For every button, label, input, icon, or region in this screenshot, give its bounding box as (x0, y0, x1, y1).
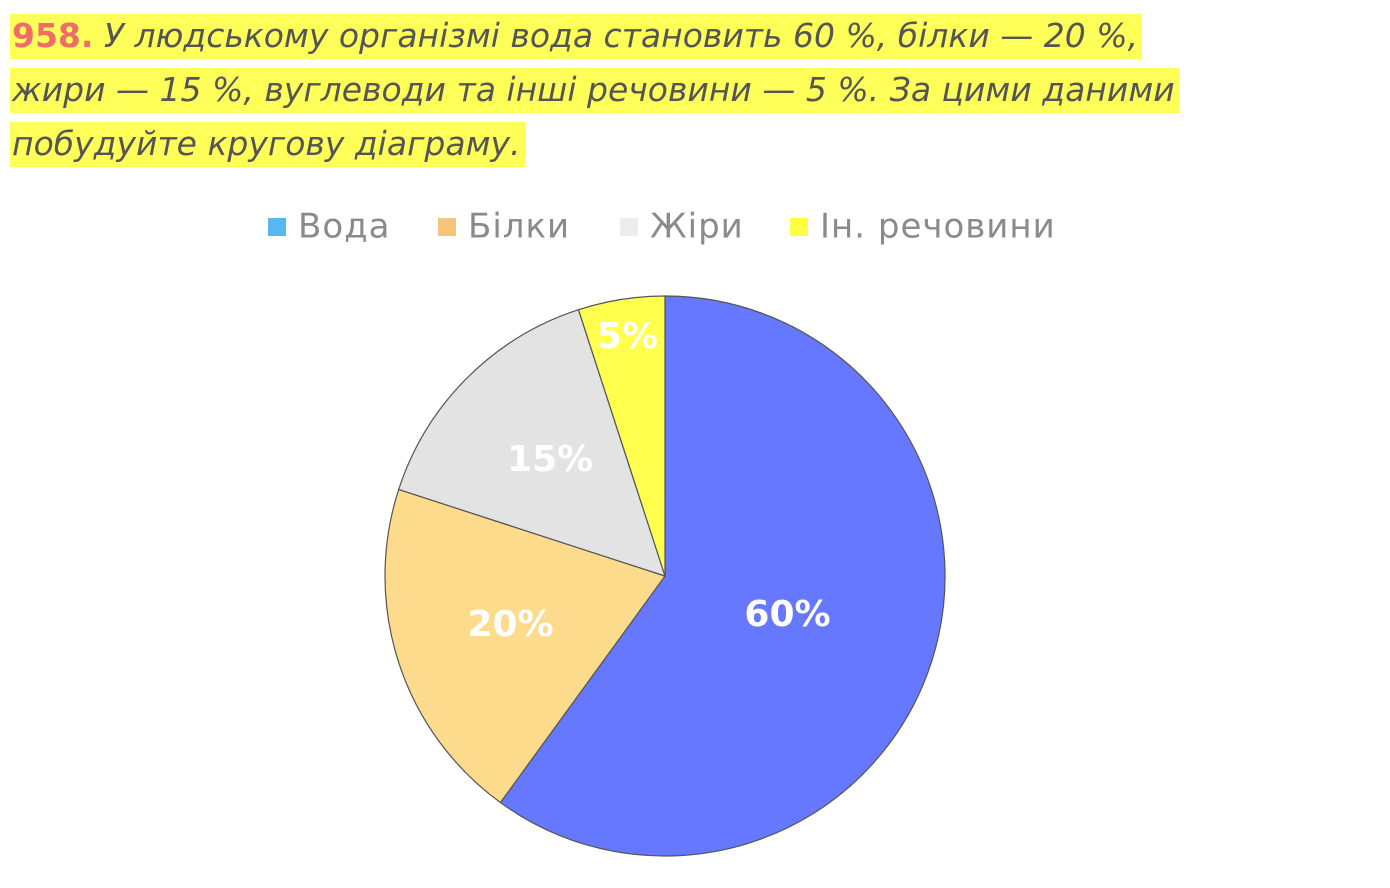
pie-slice (577, 295, 666, 577)
highlight: 958. У людському організмі вода становит… (10, 14, 1143, 59)
problem-number: 958. (12, 16, 94, 55)
data-label: 60% (744, 594, 830, 635)
data-label: 20% (467, 604, 553, 645)
legend-label: Вода (298, 207, 390, 247)
pie-slice (384, 488, 666, 804)
problem-line: 958. У людському організмі вода становит… (10, 14, 1143, 59)
pie-slice (397, 308, 666, 577)
pie-slice (499, 295, 946, 857)
legend-label: Жіри (650, 207, 744, 247)
data-label: 5% (597, 316, 658, 357)
legend-swatch (620, 218, 638, 236)
legend-swatch (268, 218, 286, 236)
legend-label: Білки (468, 207, 570, 247)
problem-line: жири — 15 %, вуглеводи та інші речовини … (10, 68, 1179, 113)
problem-text: побудуйте кругову діаграму. (10, 122, 525, 167)
legend-swatch (790, 218, 808, 236)
legend-label: Ін. речовини (820, 207, 1056, 247)
data-label: 15% (507, 439, 593, 480)
problem-text: У людському організмі вода становить 60 … (103, 16, 1139, 55)
legend-swatch (438, 218, 456, 236)
problem-text: жири — 15 %, вуглеводи та інші речовини … (10, 68, 1179, 113)
problem-line: побудуйте кругову діаграму. (10, 122, 525, 167)
